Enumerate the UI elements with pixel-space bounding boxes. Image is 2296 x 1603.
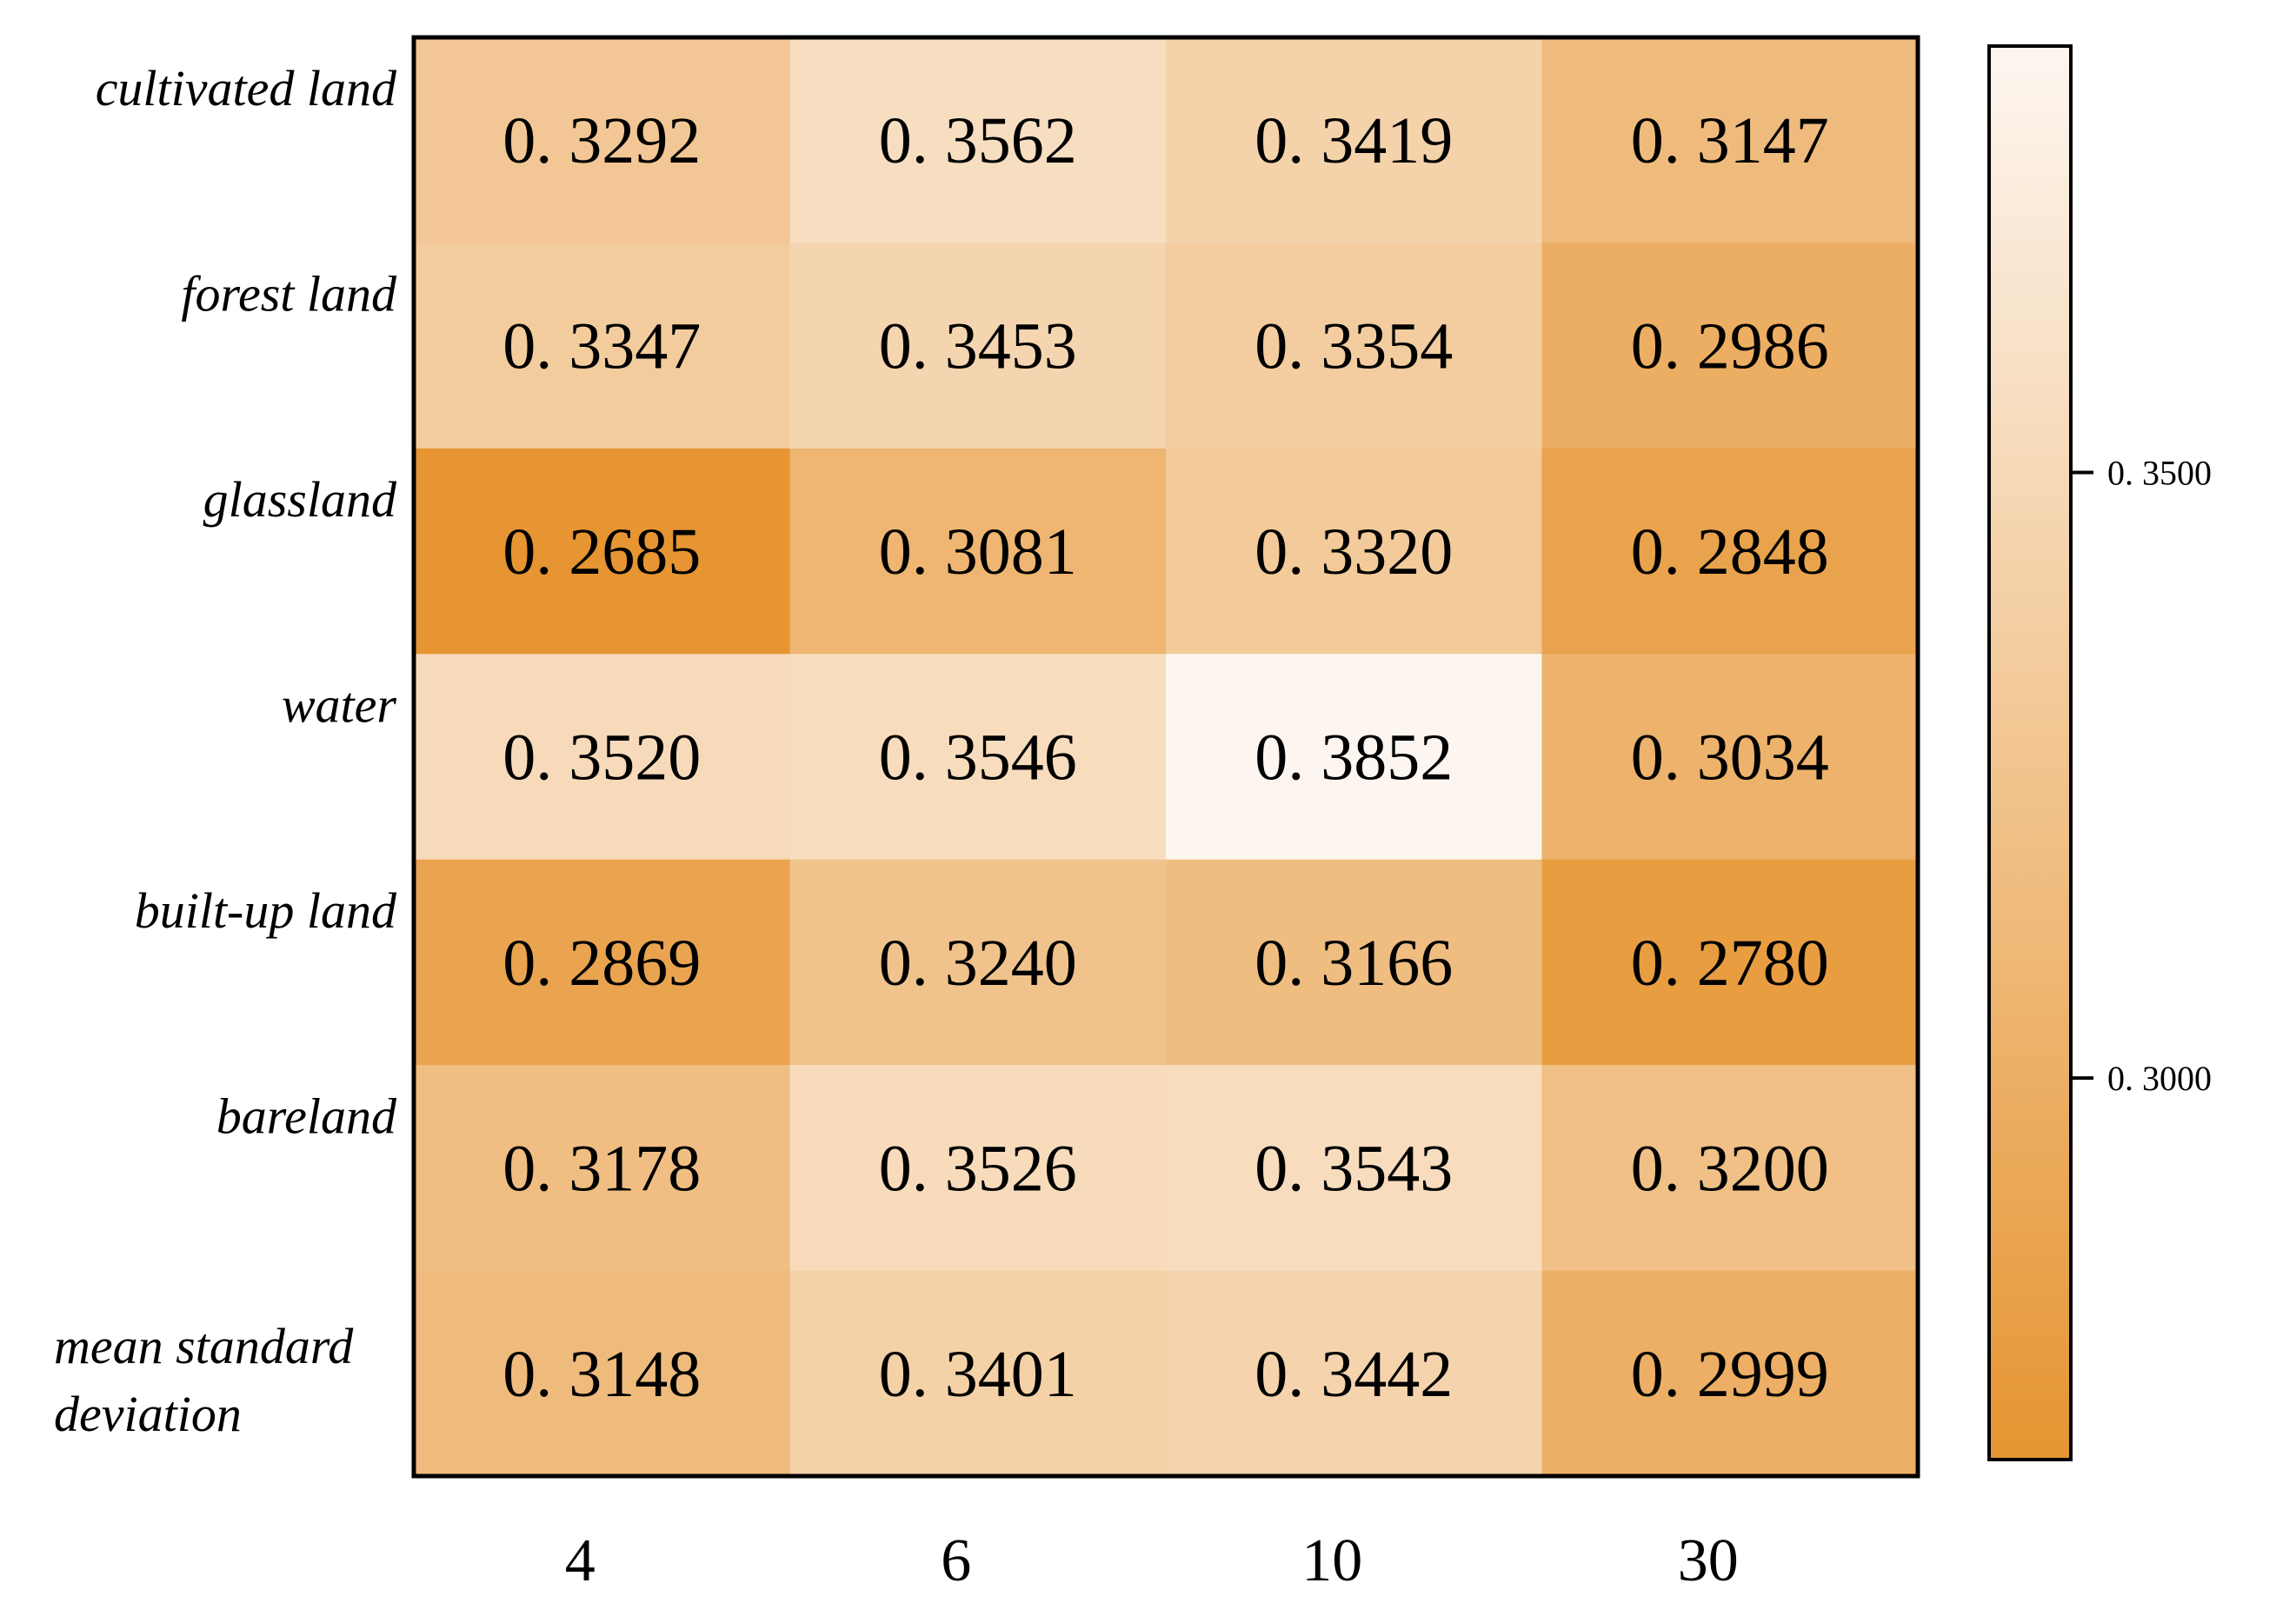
row-label-line: mean standard [54, 1318, 354, 1374]
column-label: 6 [941, 1527, 971, 1594]
heatmap-cell [1166, 859, 1543, 1066]
row-label-line: deviation [54, 1386, 242, 1442]
cell-value-label: 0. 3401 [879, 1338, 1077, 1411]
cell-value-label: 0. 2986 [1631, 310, 1829, 383]
heatmap-cell [1541, 37, 1919, 244]
heatmap-cells [414, 37, 1919, 1477]
heatmap-cell [789, 1065, 1167, 1272]
cell-value-label: 0. 3320 [1254, 515, 1453, 589]
cell-value-label: 0. 3526 [879, 1132, 1077, 1205]
column-label: 10 [1301, 1527, 1362, 1594]
heatmap-cell [414, 1270, 791, 1477]
plot-frame [411, 35, 1920, 1479]
cell-value-label: 0. 3147 [1631, 104, 1829, 177]
heatmap-cell [789, 243, 1167, 449]
cell-value-label: 0. 3166 [1254, 927, 1453, 1000]
heatmap-cell [414, 448, 791, 655]
heatmap-cell [789, 448, 1167, 655]
heatmap-cell [1541, 448, 1919, 655]
row-label: cultivated land [96, 60, 397, 116]
cell-value-label: 0. 3546 [879, 722, 1077, 795]
cell-value-label: 0. 2780 [1631, 927, 1829, 1000]
heatmap-cell [1166, 37, 1543, 244]
colorbar: 0. 3500 0. 3000 [1987, 44, 2212, 1461]
cell-value-label: 0. 3178 [502, 1132, 701, 1205]
row-label: water [282, 677, 397, 734]
heatmap-cell [1166, 243, 1543, 449]
heatmap-cell [414, 859, 791, 1066]
heatmap-cell [414, 1065, 791, 1272]
cell-value-label: 0. 2869 [502, 927, 701, 1000]
heatmap-cell [1541, 1270, 1919, 1477]
row-label: glassland [203, 471, 397, 528]
cell-value-label: 0. 2999 [1631, 1338, 1829, 1411]
cell-value-label: 0. 3240 [879, 927, 1077, 1000]
colorbar-tick-label: 0. 3000 [2107, 1059, 2212, 1098]
cell-value-label: 0. 3520 [502, 722, 701, 795]
heatmap-cell-labels: 0. 3292 0. 3562 0. 3419 0. 3147 0. 3347 0. 34… [502, 104, 1829, 1411]
heatmap-cell [1166, 1270, 1543, 1477]
heatmap-cell [414, 654, 791, 861]
colorbar-gradient [1987, 44, 2073, 1461]
heatmap-cell [414, 37, 791, 244]
heatmap-cell [1166, 654, 1543, 861]
heatmap-cell [1541, 654, 1919, 861]
row-label: forest land [181, 266, 397, 323]
cell-value-label: 0. 3347 [502, 310, 701, 383]
heatmap-cell [1541, 243, 1919, 449]
cell-value-label: 0. 3442 [1254, 1338, 1453, 1411]
cell-value-label: 0. 3148 [502, 1338, 701, 1411]
heatmap-cell [414, 243, 791, 449]
row-label: mean standard deviation [54, 1318, 354, 1442]
cell-value-label: 0. 3562 [879, 104, 1077, 177]
cell-value-label: 0. 3419 [1254, 104, 1453, 177]
cell-value-label: 0. 2685 [502, 515, 701, 589]
cell-value-label: 0. 3292 [502, 104, 701, 177]
heatmap-cell [789, 654, 1167, 861]
heatmap-cell [789, 37, 1167, 244]
heatmap-cell [789, 1270, 1167, 1477]
heatmap-cell [1166, 448, 1543, 655]
column-label: 30 [1678, 1527, 1739, 1594]
cell-value-label: 0. 3034 [1631, 722, 1829, 795]
heatmap-cell [1541, 1065, 1919, 1272]
column-labels: 4 6 10 30 [565, 1527, 1739, 1594]
cell-value-label: 0. 3081 [879, 515, 1077, 589]
row-label: built-up land [135, 882, 397, 939]
cell-value-label: 0. 3354 [1254, 310, 1453, 383]
row-label: bareland [216, 1088, 397, 1144]
heatmap-cell [789, 859, 1167, 1066]
row-labels: cultivated land forest land glassland water… [54, 60, 397, 1442]
cell-value-label: 0. 3200 [1631, 1132, 1829, 1205]
colorbar-tick-label: 0. 3500 [2107, 453, 2212, 492]
cell-value-label: 0. 3852 [1254, 722, 1453, 795]
heatmap-cell [1166, 1065, 1543, 1272]
heatmap-cell [1541, 859, 1919, 1066]
cell-value-label: 0. 3543 [1254, 1132, 1453, 1205]
column-label: 4 [565, 1527, 596, 1594]
cell-value-label: 0. 2848 [1631, 515, 1829, 589]
cell-value-label: 0. 3453 [879, 310, 1077, 383]
